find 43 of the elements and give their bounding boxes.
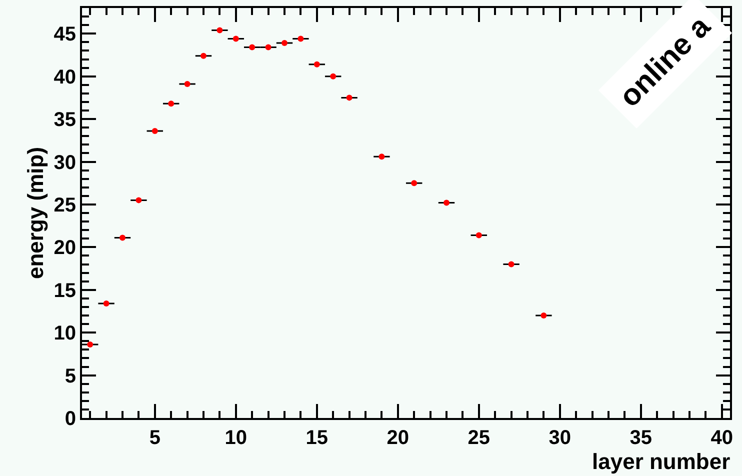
x-tick-label: 25 bbox=[468, 427, 490, 449]
y-tick-label: 15 bbox=[54, 280, 76, 302]
point bbox=[265, 44, 272, 50]
y-tick-label: 0 bbox=[64, 408, 76, 430]
point bbox=[249, 44, 256, 50]
point bbox=[444, 200, 450, 206]
y-tick-label: 45 bbox=[54, 24, 76, 46]
y-tick-label: 25 bbox=[54, 194, 76, 216]
x-tick-label: 10 bbox=[224, 427, 248, 449]
point bbox=[314, 61, 320, 68]
point bbox=[87, 342, 94, 348]
x-tick-label: 30 bbox=[548, 427, 572, 449]
point bbox=[200, 52, 206, 59]
point bbox=[330, 73, 336, 80]
point bbox=[476, 232, 482, 238]
point bbox=[540, 312, 547, 318]
point bbox=[232, 36, 239, 42]
point bbox=[103, 300, 110, 307]
point bbox=[120, 234, 126, 241]
point bbox=[136, 197, 142, 204]
x-axis-title: layer number bbox=[592, 449, 731, 474]
point bbox=[298, 36, 304, 42]
point bbox=[184, 81, 190, 88]
y-tick-label: 35 bbox=[54, 109, 76, 132]
x-tick-label: 20 bbox=[386, 427, 410, 449]
point bbox=[168, 100, 174, 107]
y-tick-label: 5 bbox=[64, 365, 76, 388]
point bbox=[216, 27, 223, 34]
point bbox=[346, 94, 352, 101]
point bbox=[282, 40, 288, 46]
y-tick-label: 20 bbox=[54, 237, 76, 260]
x-tick-label: 5 bbox=[149, 427, 160, 449]
point bbox=[152, 128, 158, 134]
x-tick-label: 40 bbox=[710, 427, 734, 449]
y-tick-label: 30 bbox=[54, 152, 76, 174]
y-axis-title: energy (mip) bbox=[23, 146, 48, 280]
x-tick-label: 35 bbox=[630, 427, 652, 449]
y-tick-label: 10 bbox=[54, 322, 76, 345]
point bbox=[508, 261, 514, 268]
y-tick-label: 40 bbox=[54, 66, 76, 88]
point bbox=[378, 154, 385, 160]
point bbox=[411, 180, 418, 186]
x-tick-label: 15 bbox=[306, 427, 328, 449]
